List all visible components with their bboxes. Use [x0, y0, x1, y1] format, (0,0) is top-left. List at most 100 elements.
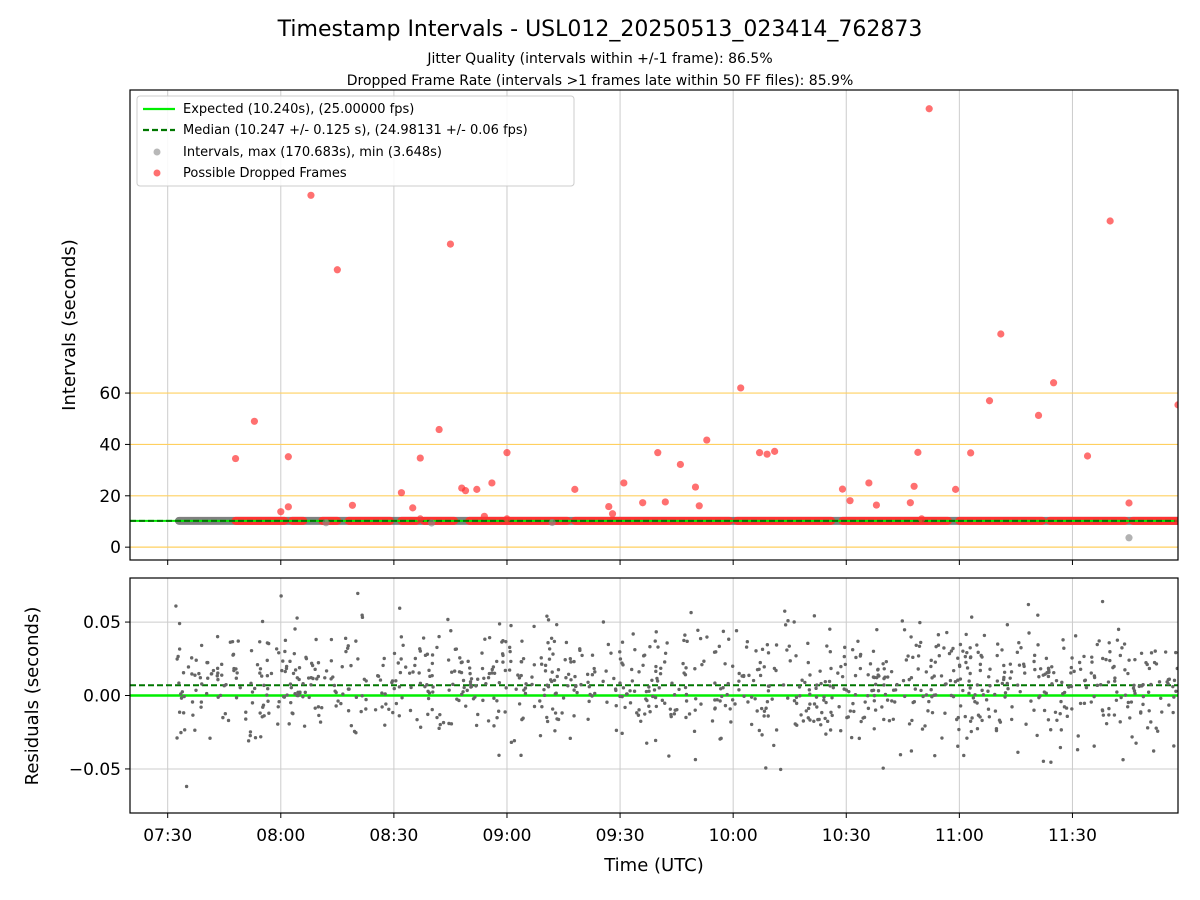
residual-point: [430, 661, 435, 666]
residual-point: [1015, 683, 1020, 687]
residual-point: [428, 674, 432, 679]
dropped-frame-point: [676, 460, 684, 469]
residual-point: [742, 694, 746, 698]
residual-point: [843, 662, 848, 667]
residual-point: [1084, 685, 1089, 690]
residual-point: [644, 697, 648, 701]
residual-point: [964, 660, 968, 665]
residual-point: [1100, 599, 1105, 604]
residual-point: [1092, 694, 1096, 699]
residual-point: [331, 675, 335, 679]
residual-point: [1069, 671, 1073, 675]
residual-point: [306, 676, 311, 680]
residual-point: [392, 686, 396, 691]
residual-point: [650, 678, 654, 682]
residual-point: [684, 692, 689, 697]
residual-point: [942, 646, 946, 650]
residual-point: [766, 689, 771, 693]
residual-point: [969, 655, 973, 659]
residual-point: [1174, 689, 1178, 693]
residual-point: [1159, 696, 1163, 701]
dropped-frame-point: [1049, 379, 1058, 387]
residual-point: [1064, 706, 1069, 710]
residual-point: [828, 649, 833, 654]
residual-point: [956, 715, 960, 720]
residual-point: [1097, 639, 1101, 643]
residual-point: [969, 729, 974, 734]
residual-point: [512, 739, 517, 743]
residual-point: [592, 666, 596, 671]
residual-point: [902, 628, 907, 632]
residual-point: [517, 702, 522, 706]
residual-point: [698, 636, 703, 641]
residual-point: [545, 719, 550, 724]
residual-point: [648, 709, 652, 714]
residual-point: [1113, 679, 1117, 683]
residual-point: [812, 614, 817, 618]
residual-point: [521, 656, 526, 661]
residual-point: [766, 651, 771, 655]
residual-point: [523, 691, 528, 696]
residual-point: [921, 694, 925, 699]
residual-point: [186, 665, 191, 669]
residual-point: [871, 649, 876, 653]
residual-point: [399, 657, 403, 661]
residual-point: [1132, 683, 1136, 687]
residual-point: [289, 685, 294, 690]
top-y-axis-label: Intervals (seconds): [59, 239, 80, 411]
residual-point: [258, 640, 262, 644]
residual-point: [957, 727, 961, 732]
residual-point: [1127, 658, 1131, 662]
residual-point: [1115, 690, 1119, 694]
residual-point: [373, 708, 378, 712]
residual-point: [455, 697, 459, 701]
residual-point: [980, 718, 984, 723]
residual-point: [318, 720, 323, 724]
residual-point: [807, 688, 812, 692]
residual-point: [812, 719, 816, 723]
residual-point: [1163, 650, 1168, 654]
residual-point: [509, 740, 514, 745]
residual-point: [1123, 693, 1128, 697]
residual-point: [543, 663, 548, 668]
residual-point: [409, 685, 413, 690]
bottom-y-axis-label: Residuals (seconds): [22, 607, 43, 786]
residual-point: [1107, 706, 1111, 711]
top-y-tick-label: 0: [110, 538, 121, 558]
residual-point: [1133, 691, 1137, 696]
residual-point: [951, 694, 956, 699]
residual-point: [945, 630, 949, 635]
residual-point: [715, 698, 719, 702]
residual-point: [329, 659, 334, 663]
residual-point: [495, 659, 499, 664]
residual-point: [812, 702, 817, 706]
dropped-frame-point: [605, 502, 613, 511]
residual-point: [806, 706, 811, 711]
residual-point: [859, 719, 863, 724]
residual-point: [958, 677, 963, 681]
residual-point: [1139, 651, 1144, 655]
residual-point: [822, 695, 826, 699]
residual-point: [825, 644, 829, 648]
residual-point: [495, 699, 499, 703]
residual-point: [296, 693, 300, 698]
residual-point: [509, 659, 513, 664]
residual-point: [1017, 663, 1022, 667]
residual-point: [668, 707, 673, 711]
x-ticks: 07:30 08:00 08:30 09:00 09:30 10:00 10:30 11:00…: [143, 813, 1097, 846]
residual-point: [1010, 705, 1014, 709]
residual-point: [486, 675, 491, 680]
residual-point: [1121, 757, 1125, 762]
residual-point: [840, 674, 845, 679]
residual-point: [734, 628, 739, 633]
residual-point: [1050, 665, 1054, 669]
residual-point: [667, 754, 671, 758]
residual-point: [647, 704, 651, 708]
residual-point: [803, 680, 807, 685]
residual-point: [1151, 749, 1156, 753]
residual-point: [665, 641, 669, 645]
residual-point: [781, 683, 786, 687]
residual-point: [507, 645, 512, 650]
residual-point: [590, 673, 595, 677]
residual-point: [620, 640, 625, 644]
